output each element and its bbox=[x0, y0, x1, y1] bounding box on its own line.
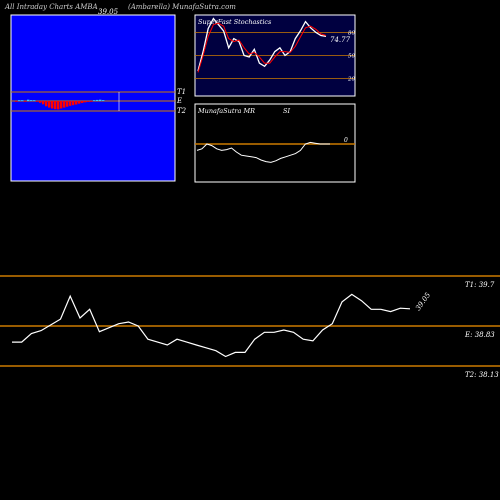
intraday-bar bbox=[99, 99, 102, 101]
mrsi-line bbox=[196, 141, 330, 163]
header-left: All Intraday Charts AMBA bbox=[5, 3, 98, 11]
intraday-bar bbox=[30, 100, 33, 101]
stochastics-value-label: 74.77 bbox=[330, 36, 351, 44]
intraday-bar bbox=[75, 101, 78, 105]
intraday-bar bbox=[42, 101, 45, 105]
stochastics-k-line bbox=[197, 17, 327, 72]
intraday-bar bbox=[96, 99, 99, 101]
intraday-bar bbox=[45, 101, 48, 107]
header-center: (Ambarella) MunafaSutra.com bbox=[128, 3, 236, 11]
intraday-bar bbox=[57, 101, 60, 110]
mrsi-title-right: SI bbox=[283, 107, 290, 115]
intraday-bar bbox=[21, 100, 24, 101]
intraday-bar bbox=[90, 101, 93, 102]
stochastics-levels: 80 50 20 bbox=[195, 30, 355, 83]
intraday-panel: 39.05 T1 E T2 bbox=[10, 8, 187, 182]
intraday-bar bbox=[63, 101, 66, 108]
intraday-bar bbox=[15, 101, 18, 102]
intraday-bar bbox=[36, 101, 39, 102]
stochastics-level-label: 80 bbox=[348, 30, 355, 36]
intraday-bar bbox=[24, 101, 27, 102]
mrsi-frame bbox=[194, 103, 356, 183]
mrsi-title-left: MunafaSutra MR bbox=[197, 107, 255, 115]
main-price-label: 39.05 bbox=[414, 291, 432, 312]
stochastics-title: SuperFast Stochastics bbox=[198, 18, 272, 26]
main-level-label: T2: 38.13 bbox=[465, 371, 499, 379]
intraday-panel-frame bbox=[10, 14, 176, 182]
intraday-bar bbox=[81, 101, 84, 103]
intraday-bar bbox=[51, 101, 54, 109]
intraday-bar bbox=[27, 99, 30, 101]
intraday-bar bbox=[87, 101, 90, 102]
intraday-bar bbox=[39, 101, 42, 103]
stochastics-d-line bbox=[197, 22, 327, 73]
intraday-bar bbox=[48, 101, 51, 108]
mrsi-panel: MunafaSutra MR SI 0 bbox=[194, 103, 356, 183]
intraday-e-label: E bbox=[176, 97, 182, 105]
intraday-bar bbox=[72, 101, 75, 106]
main-price-line bbox=[12, 293, 411, 358]
main-level-label: T1: 39.7 bbox=[465, 281, 495, 289]
mrsi-zero-label: 0 bbox=[344, 137, 348, 144]
main-levels: T1: 39.7 E: 38.83 T2: 38.13 bbox=[0, 275, 500, 379]
intraday-t1-label: T1 bbox=[177, 88, 186, 96]
intraday-bar bbox=[54, 101, 57, 110]
stochastics-level-label: 50 bbox=[348, 54, 355, 60]
main-level-label: E: 38.83 bbox=[464, 331, 495, 339]
intraday-bar bbox=[93, 100, 96, 101]
main-price-chart: T1: 39.7 E: 38.83 T2: 38.13 39.05 bbox=[0, 275, 500, 379]
intraday-bar bbox=[33, 100, 36, 101]
intraday-bar bbox=[102, 100, 105, 101]
intraday-bars bbox=[15, 99, 105, 110]
stochastics-level-label: 20 bbox=[347, 77, 355, 83]
intraday-t2-label: T2 bbox=[177, 107, 187, 115]
intraday-price-label: 39.05 bbox=[98, 8, 119, 16]
intraday-bar bbox=[66, 101, 69, 107]
intraday-bar bbox=[78, 101, 81, 104]
intraday-bar bbox=[18, 100, 21, 101]
stochastics-panel: SuperFast Stochastics 80 50 20 74.77 bbox=[194, 14, 356, 97]
intraday-bar bbox=[60, 101, 63, 109]
intraday-bar bbox=[84, 101, 87, 103]
intraday-bar bbox=[69, 101, 72, 106]
